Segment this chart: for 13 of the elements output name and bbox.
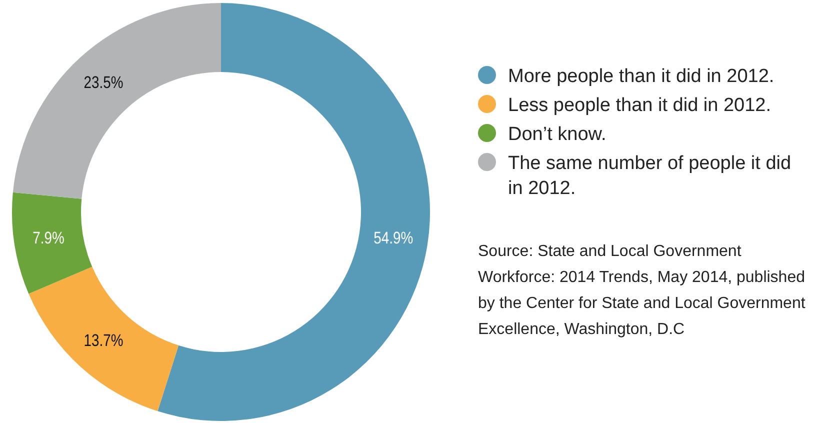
donut-slice: [12, 192, 92, 294]
data-label: 23.5%: [84, 74, 124, 92]
legend-label: More people than it did in 2012.: [508, 65, 776, 89]
legend-label: The same number of people it did in 2012.: [508, 152, 792, 201]
donut-slice: [158, 3, 430, 421]
source-note: Source: State and Local Government Workforce: 2014 Trends, May 2014, published by the Center for State and Local Government Excellence, Washington, D.C: [478, 242, 806, 340]
data-label: 7.9%: [32, 229, 65, 248]
donut-slice: [12, 3, 221, 199]
data-label: 13.7%: [84, 332, 124, 350]
legend-label: Don’t know.: [508, 123, 608, 147]
legend-label: Less people than it did in 2012.: [508, 94, 772, 118]
donut-slice: [28, 266, 179, 412]
data-label: 54.9%: [374, 229, 414, 248]
